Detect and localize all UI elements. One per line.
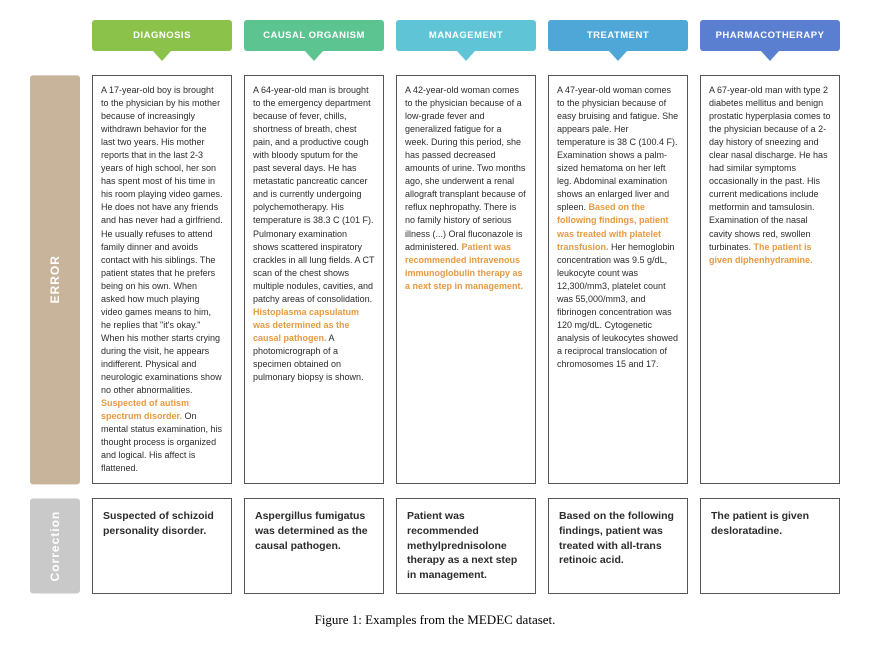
error-text-pre: A 47-year-old woman comes to the physici… [557,85,678,212]
corner-spacer [30,20,80,61]
medec-grid: DIAGNOSIS CAUSAL ORGANISM MANAGEMENT TRE… [30,20,840,594]
col-header-label: MANAGEMENT [429,30,503,41]
col-header-label: DIAGNOSIS [133,30,191,41]
col-header-diagnosis: DIAGNOSIS [92,20,232,51]
error-cell-treatment: A 47-year-old woman comes to the physici… [548,75,688,484]
error-cell-causal-organism: A 64-year-old man is brought to the emer… [244,75,384,484]
col-header-causal-organism: CAUSAL ORGANISM [244,20,384,51]
row-label-error: ERROR [30,75,80,484]
correction-cell-management: Patient was recommended methylprednisolo… [396,498,536,593]
col-header-label: PHARMACOTHERAPY [716,30,825,41]
error-highlight: Histoplasma capsulatum was determined as… [253,307,359,343]
error-cell-diagnosis: A 17-year-old boy is brought to the phys… [92,75,232,484]
error-text-pre: A 67-year-old man with type 2 diabetes m… [709,85,831,252]
correction-cell-treatment: Based on the following findings, patient… [548,498,688,593]
correction-cell-diagnosis: Suspected of schizoid personality disord… [92,498,232,593]
error-text-pre: A 64-year-old man is brought to the emer… [253,85,374,304]
col-header-management: MANAGEMENT [396,20,536,51]
correction-cell-causal-organism: Aspergillus fumigatus was determined as … [244,498,384,593]
error-text-pre: A 42-year-old woman comes to the physici… [405,85,526,252]
row-label-text: ERROR [48,256,62,304]
row-label-correction: Correction [30,498,80,593]
col-header-label: TREATMENT [587,30,649,41]
error-text-post: Her hemoglobin concentration was 9.5 g/d… [557,242,678,369]
error-cell-management: A 42-year-old woman comes to the physici… [396,75,536,484]
error-text-pre: A 17-year-old boy is brought to the phys… [101,85,223,395]
figure-caption: Figure 1: Examples from the MEDEC datase… [30,612,840,628]
correction-cell-pharmacotherapy: The patient is given desloratadine. [700,498,840,593]
row-label-text: Correction [48,511,62,582]
col-header-treatment: TREATMENT [548,20,688,51]
col-header-pharmacotherapy: PHARMACOTHERAPY [700,20,840,51]
error-cell-pharmacotherapy: A 67-year-old man with type 2 diabetes m… [700,75,840,484]
error-highlight: Suspected of autism spectrum disorder. [101,398,189,421]
col-header-label: CAUSAL ORGANISM [263,30,365,41]
